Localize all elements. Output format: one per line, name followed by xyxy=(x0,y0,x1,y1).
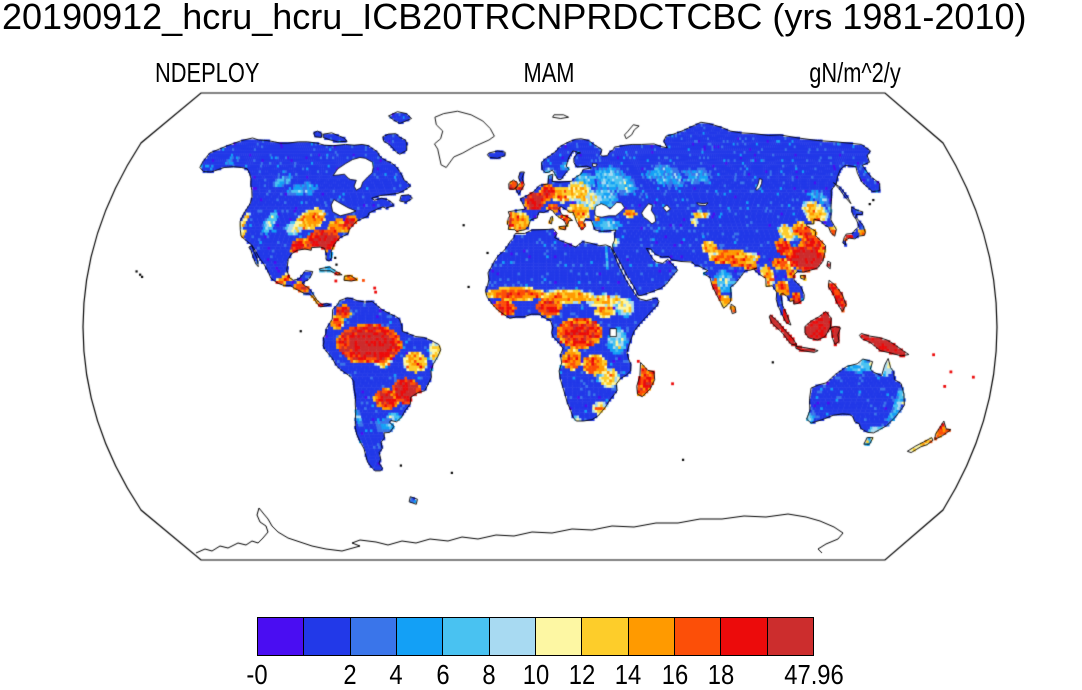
colorbar-tick-label: 2 xyxy=(343,659,357,690)
colorbar-tick-label: 12 xyxy=(568,659,596,690)
colorbar xyxy=(257,617,814,656)
season-label: MAM xyxy=(523,57,575,88)
colorbar-tick-label: 16 xyxy=(661,659,688,690)
colorbar-tick-label: 6 xyxy=(436,659,450,690)
colorbar-labels: -0 2 4 6 8 10 12 14 16 18 47.96 xyxy=(246,659,843,690)
colorbar-tick-label: -0 xyxy=(246,659,268,690)
chart-title: 20190912_hcru_hcru_ICB20TRCNPRDCTCBC (yr… xyxy=(2,0,1027,37)
colorbar-tick-label: 8 xyxy=(482,659,496,690)
colorbar-box xyxy=(628,618,675,655)
colorbar-box xyxy=(258,618,305,655)
variable-label: NDEPLOY xyxy=(155,57,260,88)
colorbar-box xyxy=(535,618,583,655)
colorbar-box xyxy=(767,618,813,655)
colorbar-tick-label: 14 xyxy=(615,659,642,690)
colorbar-box xyxy=(304,618,351,655)
units-label: gN/m^2/y xyxy=(809,57,901,88)
colorbar-box xyxy=(443,618,490,655)
colorbar-tick-label: 10 xyxy=(522,659,549,690)
colorbar-box xyxy=(674,618,722,655)
colorbar-box xyxy=(489,618,536,655)
colorbar-tick-label: 4 xyxy=(389,659,403,690)
colorbar-box xyxy=(582,618,629,655)
colorbar-tick-label: 47.96 xyxy=(784,659,844,690)
colorbar-box xyxy=(350,618,397,655)
colorbar-box xyxy=(396,618,444,655)
colorbar-tick-label: 18 xyxy=(707,659,735,690)
colorbar-box xyxy=(721,618,768,655)
